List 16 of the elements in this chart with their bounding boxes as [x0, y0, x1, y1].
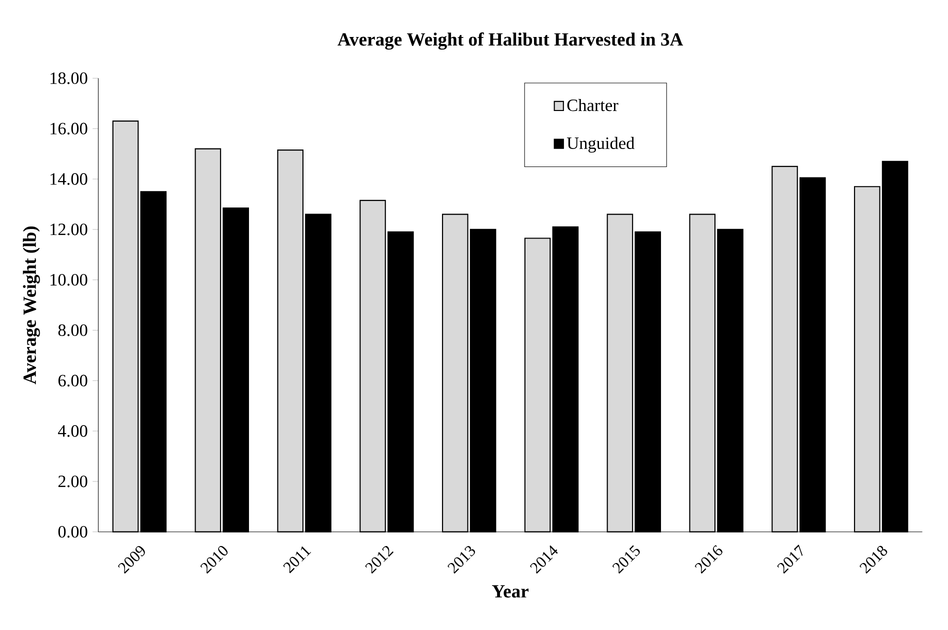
y-tick-label: 0.00: [58, 526, 88, 538]
x-tick-label: 2011: [283, 546, 312, 574]
y-tick-label: 6.00: [58, 374, 88, 386]
y-tick-label: 8.00: [58, 324, 88, 336]
y-tick-label: 14.00: [50, 173, 88, 185]
y-tick-label: 4.00: [58, 425, 88, 437]
chart-title: Average Weight of Halibut Harvested in 3A: [338, 32, 684, 50]
x-axis-title: Year: [492, 585, 528, 598]
y-tick-label: 10.00: [50, 274, 88, 286]
y-axis-title: Average Weight (lb): [22, 226, 40, 384]
legend-label: Unguided: [566, 136, 634, 153]
legend-label: Charter: [567, 98, 618, 112]
y-tick-label: 16.00: [50, 122, 88, 134]
y-tick-label: 18.00: [50, 72, 88, 84]
y-tick-label: 2.00: [58, 476, 88, 488]
y-tick-label: 12.00: [50, 224, 88, 236]
